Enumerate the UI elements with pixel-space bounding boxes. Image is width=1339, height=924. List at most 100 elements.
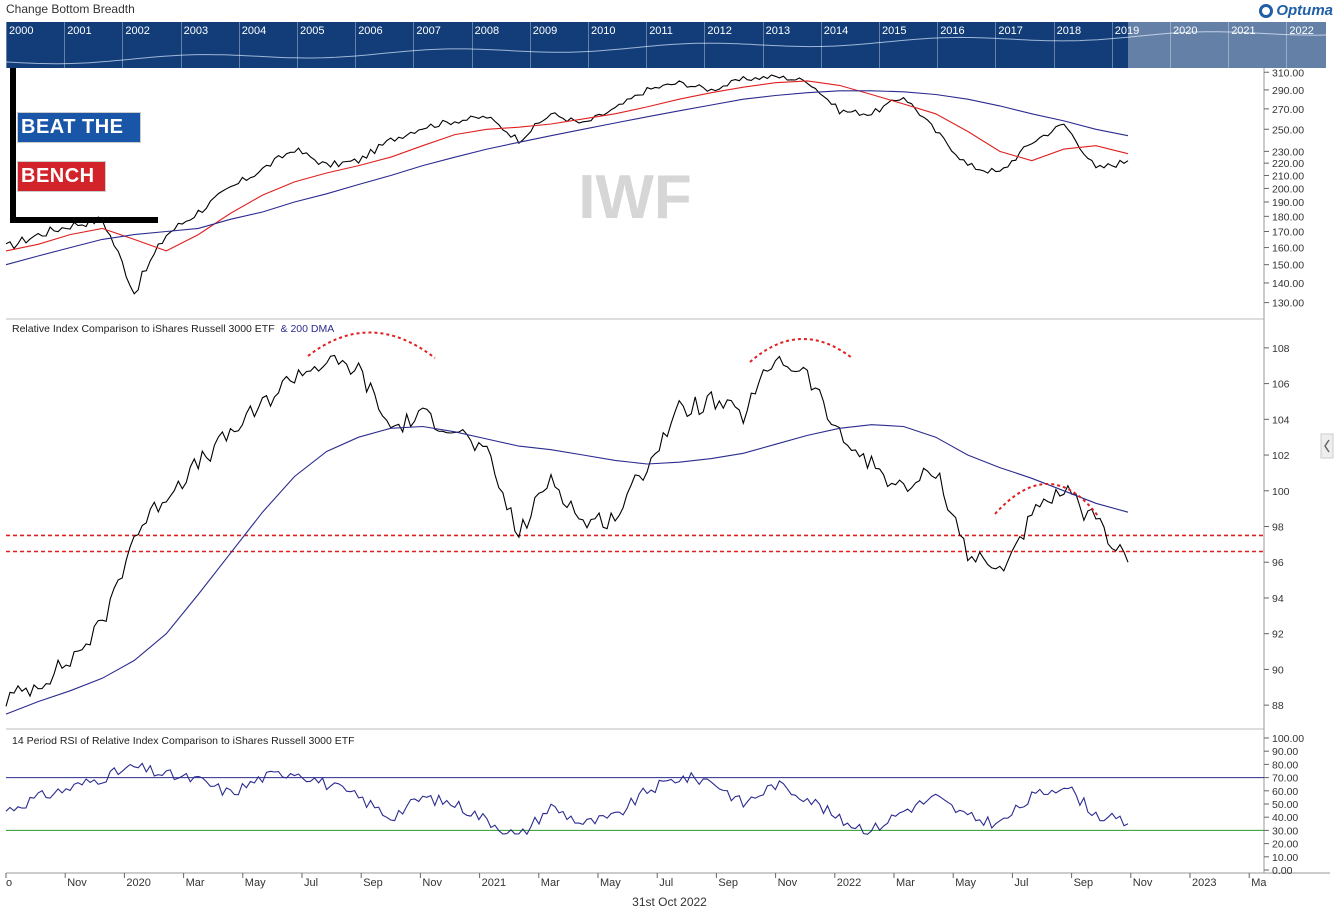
overview-year-label: 2012 <box>707 25 732 37</box>
y-tick-label: 90 <box>1272 664 1284 676</box>
rsi-series-group <box>5 762 1264 838</box>
x-tick-label: Nov <box>1133 877 1153 889</box>
overview-year-tick <box>995 22 997 68</box>
overview-year-label: 2008 <box>474 25 500 37</box>
x-tick-label: 2021 <box>482 877 506 889</box>
overview-year-tick <box>529 22 531 68</box>
overview-year-tick <box>413 22 415 68</box>
y-tick-label: 88 <box>1272 700 1284 712</box>
window-title: Change Bottom Breadth <box>6 2 135 16</box>
side-panel-handle[interactable] <box>1320 433 1334 459</box>
y-tick-label: 150.00 <box>1272 260 1304 272</box>
overview-year-label: 2010 <box>591 25 616 37</box>
badge-bracket-vertical <box>10 68 16 223</box>
relative-panel-title: Relative Index Comparison to iShares Rus… <box>12 323 334 335</box>
series-line-1-1 <box>5 424 1129 715</box>
x-tick-label: Nov <box>422 877 442 889</box>
overview-year-tick <box>879 22 880 68</box>
chart-area: IWF 130.00 140.00 150.00 160.00 170.00 180.00… <box>5 68 1334 889</box>
y-tick-label: 40.00 <box>1272 812 1298 824</box>
overview-navigator[interactable]: 2000 2001 2002 2003 2004 2005 2006 2007 2008 2009… <box>6 22 1326 68</box>
y-tick-label: 30.00 <box>1272 825 1298 837</box>
y-tick-label: 160.00 <box>1272 243 1304 255</box>
overview-year-tick <box>1286 22 1288 68</box>
overview-year-label: 2004 <box>241 25 267 37</box>
x-tick-label: Mar <box>896 877 915 889</box>
overview-year-label: 2016 <box>940 25 965 37</box>
overview-year-tick <box>297 22 298 68</box>
overview-year-tick <box>820 22 822 68</box>
overview-sparkline-line <box>6 31 1326 65</box>
overview-year-tick <box>646 22 648 68</box>
y-tick-label: 92 <box>1272 629 1284 641</box>
chevron-left-icon[interactable] <box>1324 439 1330 453</box>
overview-year-label: 2015 <box>882 25 907 37</box>
x-tick-label: Sep <box>1074 877 1094 889</box>
overview-year-tick <box>122 22 124 68</box>
series-line-2-0 <box>5 762 1129 836</box>
series-line-0-2 <box>5 90 1129 266</box>
badge-bracket-horizontal <box>10 217 158 223</box>
y-tick-label: 310.00 <box>1272 68 1304 79</box>
overview-year-label: 2001 <box>67 25 92 37</box>
y-tick-label: 170.00 <box>1272 226 1304 238</box>
overview-year-tick <box>180 22 182 68</box>
logo-text: Optuma <box>1276 2 1333 19</box>
y-tick-label: 10.00 <box>1272 852 1298 864</box>
overview-year-label: 2003 <box>183 25 209 37</box>
overview-year-tick <box>1111 22 1113 68</box>
overview-selection-window[interactable] <box>1128 22 1326 68</box>
y-tick-label: 0.00 <box>1272 865 1293 877</box>
overview-year-label: 2007 <box>416 25 441 37</box>
y-tick-label: 90.00 <box>1272 746 1298 758</box>
overview-year-tick <box>471 22 473 68</box>
y-tick-label: 220.00 <box>1272 158 1304 170</box>
annotation-arc-3 <box>994 483 1099 517</box>
relative-title-main: Relative Index Comparison to iShares Rus… <box>12 323 275 335</box>
ticker-watermark: IWF <box>578 163 692 232</box>
overview-year-label: 2021 <box>1231 25 1256 37</box>
y-tick-label: 290.00 <box>1272 85 1304 97</box>
y-tick-label: 140.00 <box>1272 278 1304 290</box>
relative-series-group <box>5 354 1264 715</box>
x-tick-label: May <box>600 877 621 889</box>
annotation-arc-2 <box>749 338 853 363</box>
overview-year-label: 2019 <box>1114 25 1140 37</box>
x-tick-label: Jul <box>659 877 673 889</box>
y-tick-label: 70.00 <box>1272 773 1298 785</box>
y-tick-label: 230.00 <box>1272 146 1304 158</box>
relative-title-suffix: & 200 DMA <box>281 323 335 335</box>
x-tick-label: Ma <box>1251 877 1267 889</box>
x-tick-label: Mar <box>186 877 205 889</box>
y-tick-label: 210.00 <box>1272 170 1304 182</box>
y-tick-label: 250.00 <box>1272 124 1304 136</box>
overview-year-tick <box>588 22 589 68</box>
overview-year-label: 2005 <box>300 25 325 37</box>
top-bar <box>0 0 1339 22</box>
y-tick-label: 190.00 <box>1272 197 1304 209</box>
x-tick-label: Sep <box>718 877 738 889</box>
x-tick-label: Nov <box>67 877 87 889</box>
series-line-0-1 <box>5 80 1129 252</box>
x-tick-label: Jul <box>1014 877 1028 889</box>
optuma-logo: Optuma <box>1259 2 1333 19</box>
y-tick-label: 80.00 <box>1272 759 1298 771</box>
overview-year-tick <box>704 22 706 68</box>
series-line-1-0 <box>5 354 1129 707</box>
y-tick-label: 200.00 <box>1272 183 1304 195</box>
y-tick-label: 98 <box>1272 522 1284 534</box>
y-tick-label: 50.00 <box>1272 799 1298 811</box>
y-tick-label: 108 <box>1272 343 1290 355</box>
y-tick-label: 130.00 <box>1272 298 1304 310</box>
overview-year-tick <box>937 22 939 68</box>
rsi-panel-title: 14 Period RSI of Relative Index Comparis… <box>12 735 355 747</box>
x-tick-label: 2023 <box>1192 877 1216 889</box>
x-tick-labels: o Nov 2020 Mar May Jul Sep Nov 2021 Mar May Jul Sep N… <box>5 873 1267 889</box>
x-tick-label: Sep <box>363 877 383 889</box>
overview-year-tick <box>238 22 240 68</box>
overview-year-label: 2006 <box>358 25 383 37</box>
price-series-group <box>5 74 1129 295</box>
y-tick-label: 100 <box>1272 486 1290 498</box>
date-footer: 31st Oct 2022 <box>632 895 707 909</box>
overview-year-tick <box>64 22 66 68</box>
